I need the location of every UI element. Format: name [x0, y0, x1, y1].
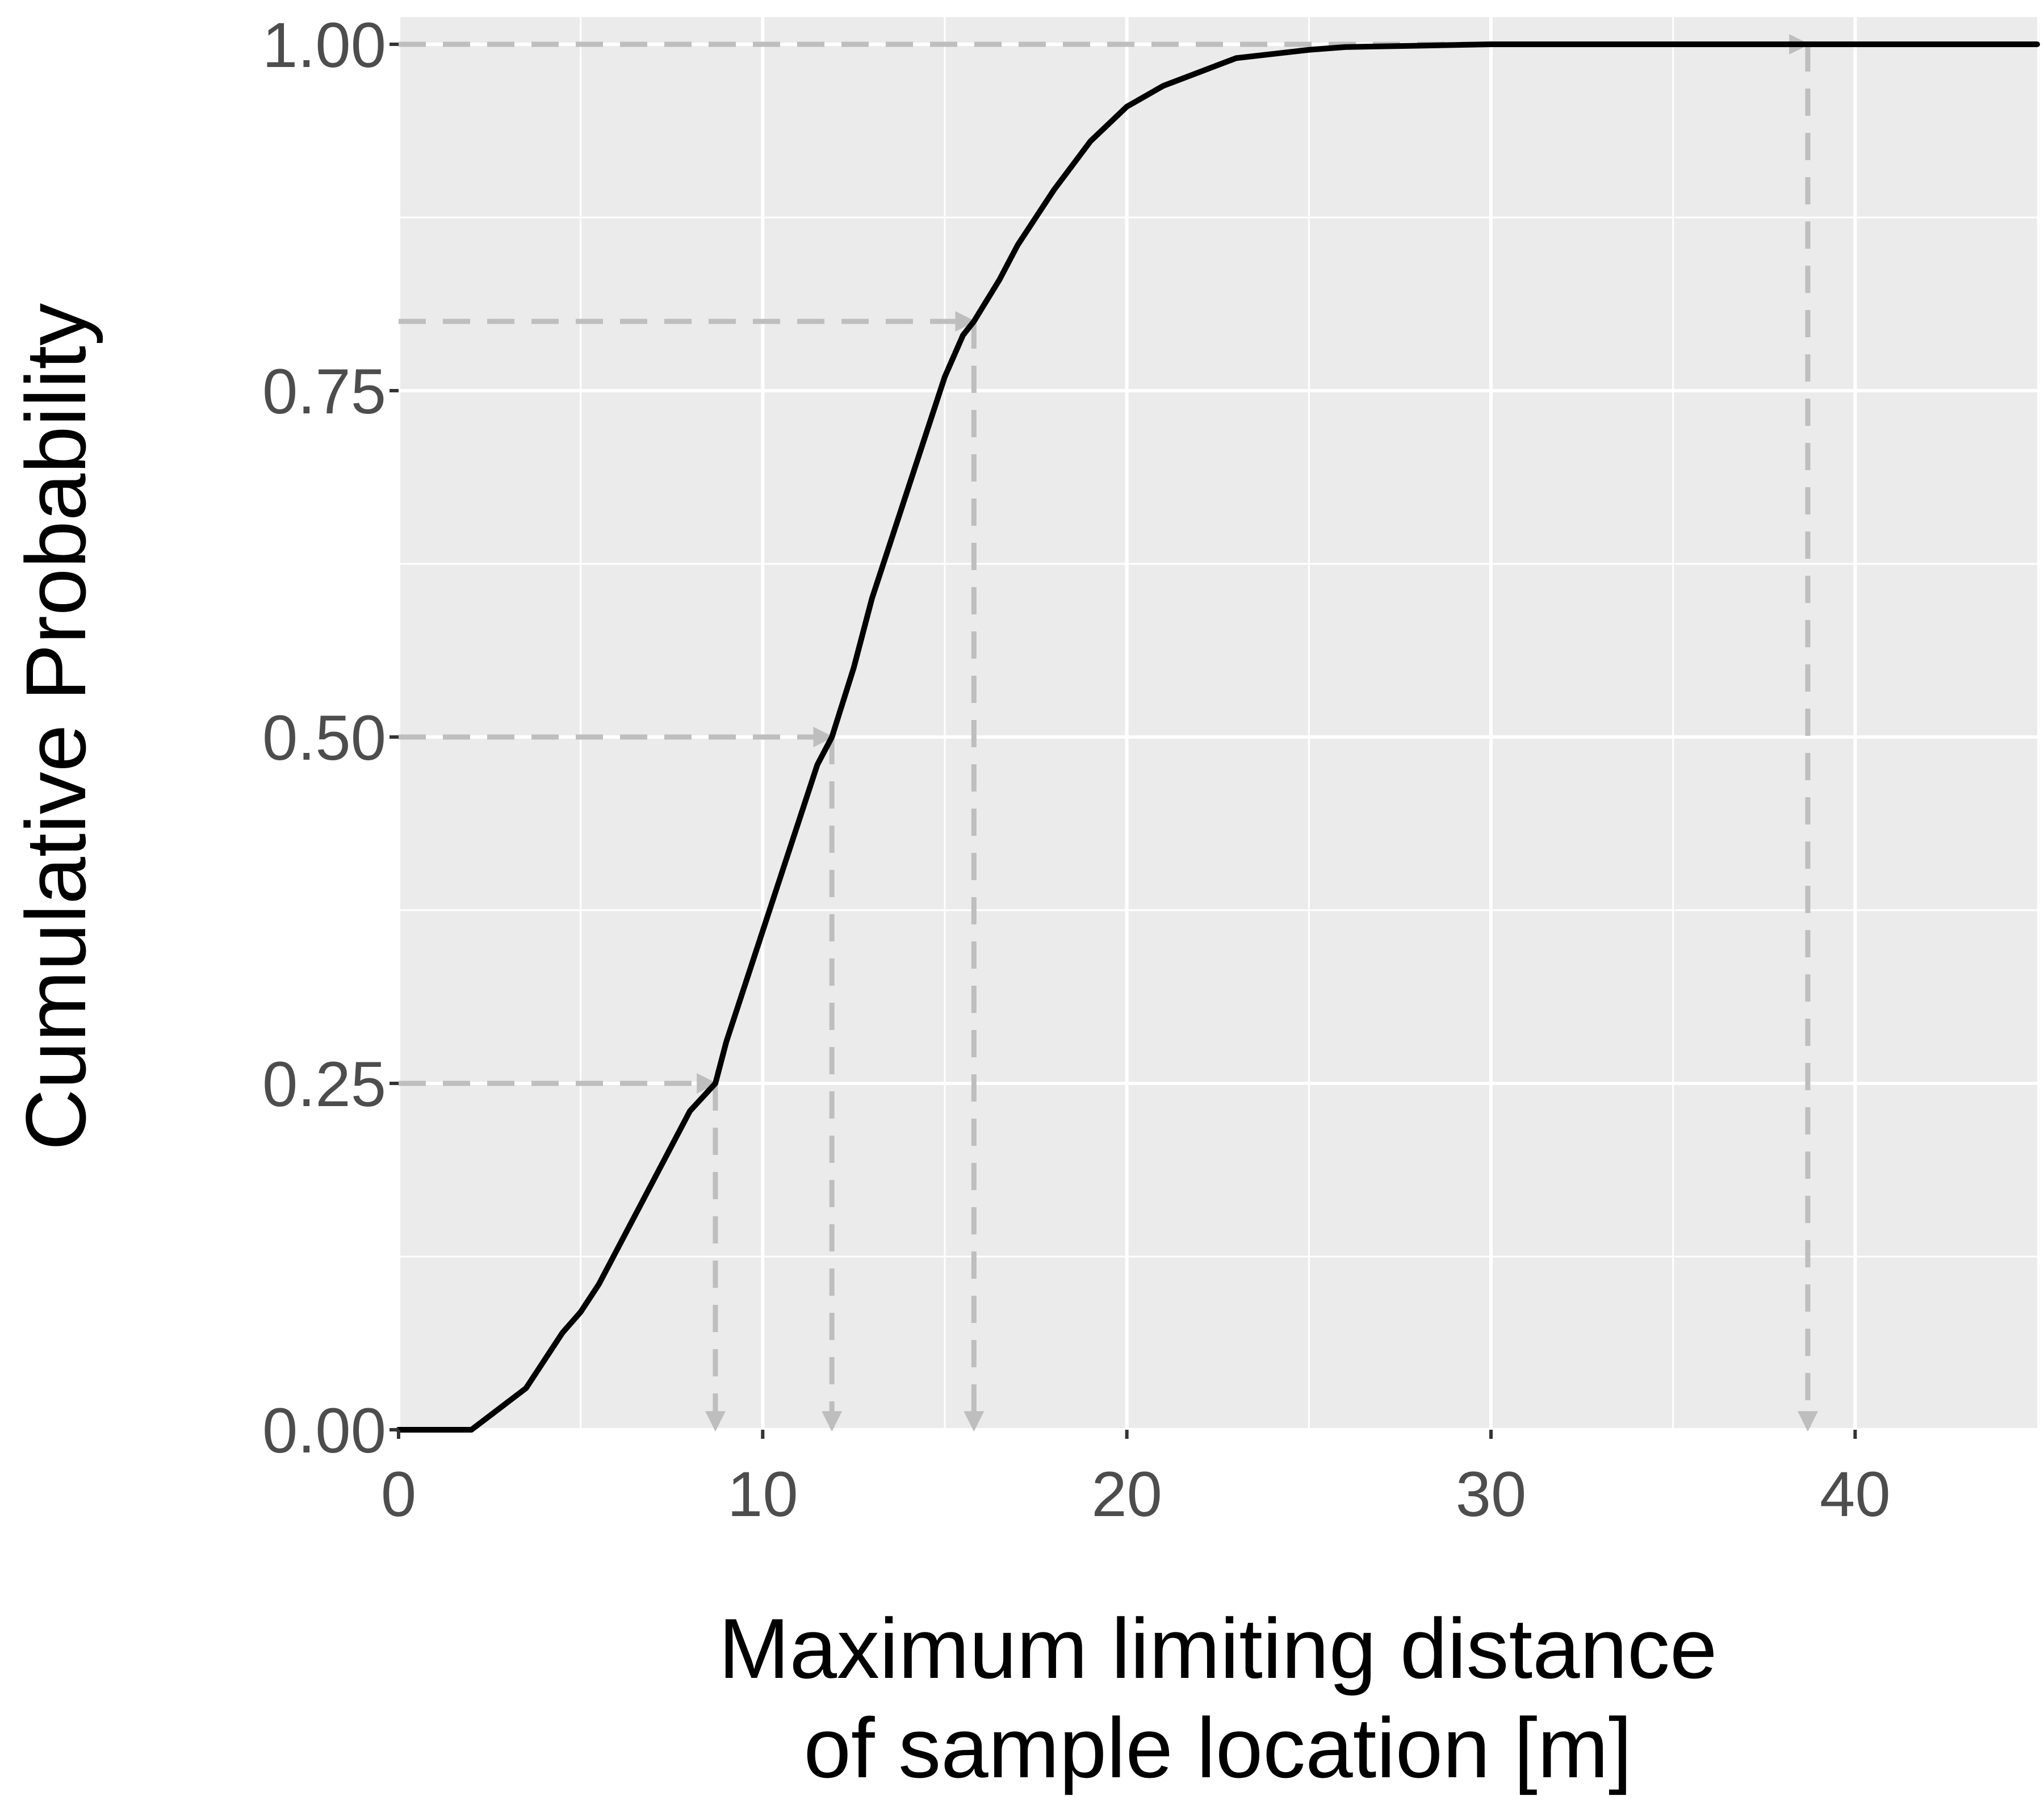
cdf-line — [396, 41, 2040, 1433]
y-tick-label: 0.00 — [262, 1395, 386, 1466]
y-axis-title: Cumulative Probability — [8, 303, 103, 1150]
x-tick-label: 0 — [381, 1459, 416, 1530]
y-tick-label: 0.50 — [262, 702, 386, 773]
x-tick-label: 10 — [727, 1459, 798, 1530]
tick-labels: 0 10 20 30 40 0.00 0.25 0.50 0.75 1.00 — [262, 10, 1891, 1530]
x-axis-title-line-2: of sample location [m] — [804, 1700, 1632, 1795]
y-tick-label: 0.25 — [262, 1049, 386, 1120]
y-tick-label: 1.00 — [262, 10, 386, 81]
x-tick-label: 30 — [1456, 1459, 1527, 1530]
x-axis-title-line-1: Maximum limiting distance — [719, 1601, 1718, 1696]
plot-panel — [399, 17, 2037, 1430]
y-tick-label: 0.75 — [262, 356, 386, 427]
axis-ticks — [389, 43, 1857, 1439]
x-tick-label: 40 — [1820, 1459, 1891, 1530]
x-tick-label: 20 — [1091, 1459, 1162, 1530]
cdf-line-group — [396, 41, 2040, 1433]
